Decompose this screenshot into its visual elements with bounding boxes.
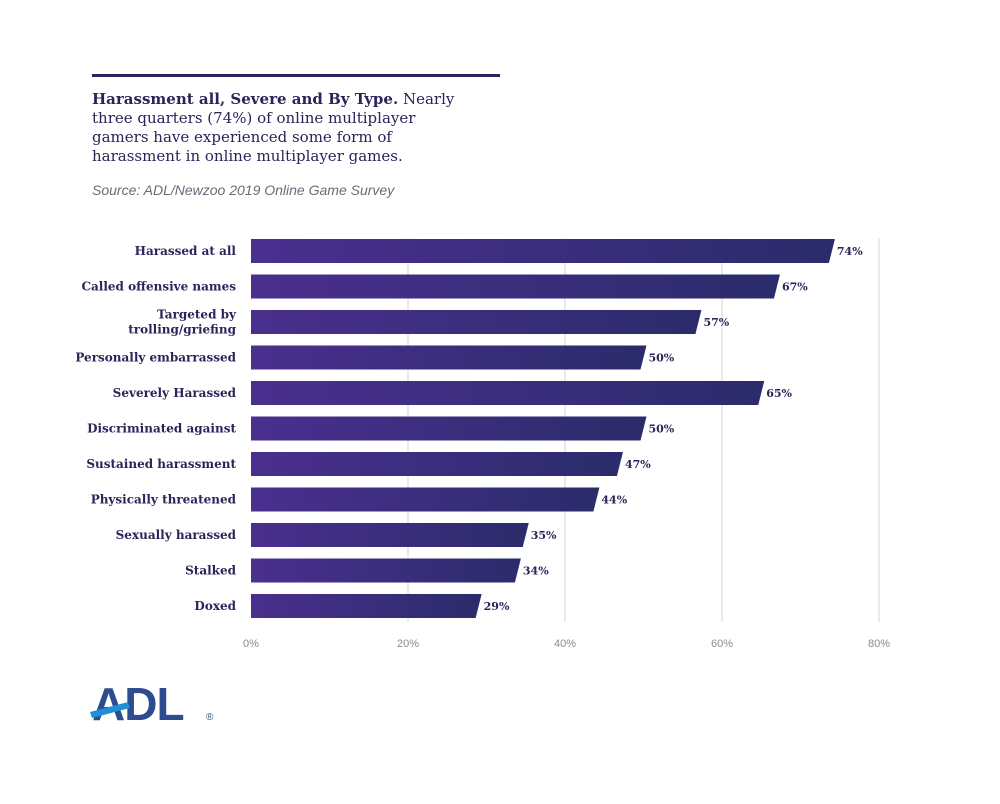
- category-label-line: Sustained harassment: [86, 457, 236, 471]
- value-label: 65%: [766, 387, 792, 400]
- value-label: 34%: [523, 565, 549, 578]
- category-label-line: Severely Harassed: [113, 386, 237, 400]
- category-label: Called offensive names: [81, 280, 236, 294]
- bar: [251, 558, 521, 583]
- category-label-line: Stalked: [185, 564, 236, 578]
- x-axis-ticks: 0% 20% 40% 60% 80%: [243, 638, 890, 650]
- value-label: 47%: [625, 458, 651, 471]
- category-label-line: Called offensive names: [81, 280, 236, 294]
- x-tick-label: 40%: [554, 638, 576, 650]
- chart-headline: Harassment all, Severe and By Type. Near…: [92, 90, 472, 166]
- category-label: Doxed: [194, 599, 236, 613]
- category-label: Sexually harassed: [116, 528, 237, 542]
- adl-logo: ADL ®: [90, 678, 214, 728]
- category-label-line: Doxed: [194, 599, 236, 613]
- headline-text: Nearly three quarters (74%) of online mu…: [92, 90, 455, 165]
- category-label-line: Targeted by: [157, 308, 237, 322]
- bar: [251, 416, 647, 441]
- value-label: 74%: [837, 245, 863, 258]
- bar: [251, 239, 835, 263]
- x-tick-label: 20%: [397, 638, 419, 650]
- logo-text: ADL: [92, 678, 184, 728]
- bar: [251, 310, 702, 334]
- category-label: Targeted by trolling/griefing: [128, 308, 237, 337]
- category-label-line: trolling/griefing: [128, 323, 236, 337]
- category-label: Stalked: [185, 564, 236, 578]
- bar: [251, 274, 780, 299]
- value-label: 57%: [703, 316, 729, 329]
- bar: [251, 345, 647, 370]
- chart-source: Source: ADL/Newzoo 2019 Online Game Surv…: [92, 182, 395, 198]
- category-label: Severely Harassed: [113, 386, 237, 400]
- value-label: 44%: [601, 494, 627, 507]
- value-labels: 74% 67% 57% 50% 65% 50% 47% 44% 35% 34% 29%: [484, 245, 864, 613]
- value-label: 67%: [782, 281, 808, 294]
- bar: [251, 594, 482, 618]
- category-label-line: Harassed at all: [135, 244, 237, 258]
- category-label-line: Physically threatened: [91, 493, 237, 507]
- category-label: Harassed at all: [135, 244, 237, 258]
- x-tick-label: 60%: [711, 638, 733, 650]
- bar: [251, 381, 765, 405]
- bar: [251, 487, 600, 512]
- category-label: Physically threatened: [91, 493, 237, 507]
- category-label: Discriminated against: [87, 422, 236, 436]
- category-label-line: Sexually harassed: [116, 528, 237, 542]
- bar: [251, 523, 529, 547]
- category-label: Sustained harassment: [86, 457, 236, 471]
- logo-registered-mark: ®: [206, 712, 214, 723]
- category-label-line: Discriminated against: [87, 422, 236, 436]
- headline-bold: Harassment all, Severe and By Type.: [92, 90, 399, 108]
- category-label-line: Personally embarrassed: [75, 351, 236, 365]
- logo-swoosh: [90, 702, 130, 718]
- value-label: 50%: [649, 352, 675, 365]
- value-label: 35%: [531, 529, 557, 542]
- value-label: 29%: [484, 600, 510, 613]
- category-labels: Harassed at all Called offensive names Tar…: [75, 244, 237, 613]
- bars: [251, 239, 835, 618]
- x-tick-label: 0%: [243, 638, 259, 650]
- x-tick-label: 80%: [868, 638, 890, 650]
- category-label: Personally embarrassed: [75, 351, 236, 365]
- title-rule: [92, 74, 500, 77]
- bar: [251, 452, 623, 476]
- value-label: 50%: [649, 423, 675, 436]
